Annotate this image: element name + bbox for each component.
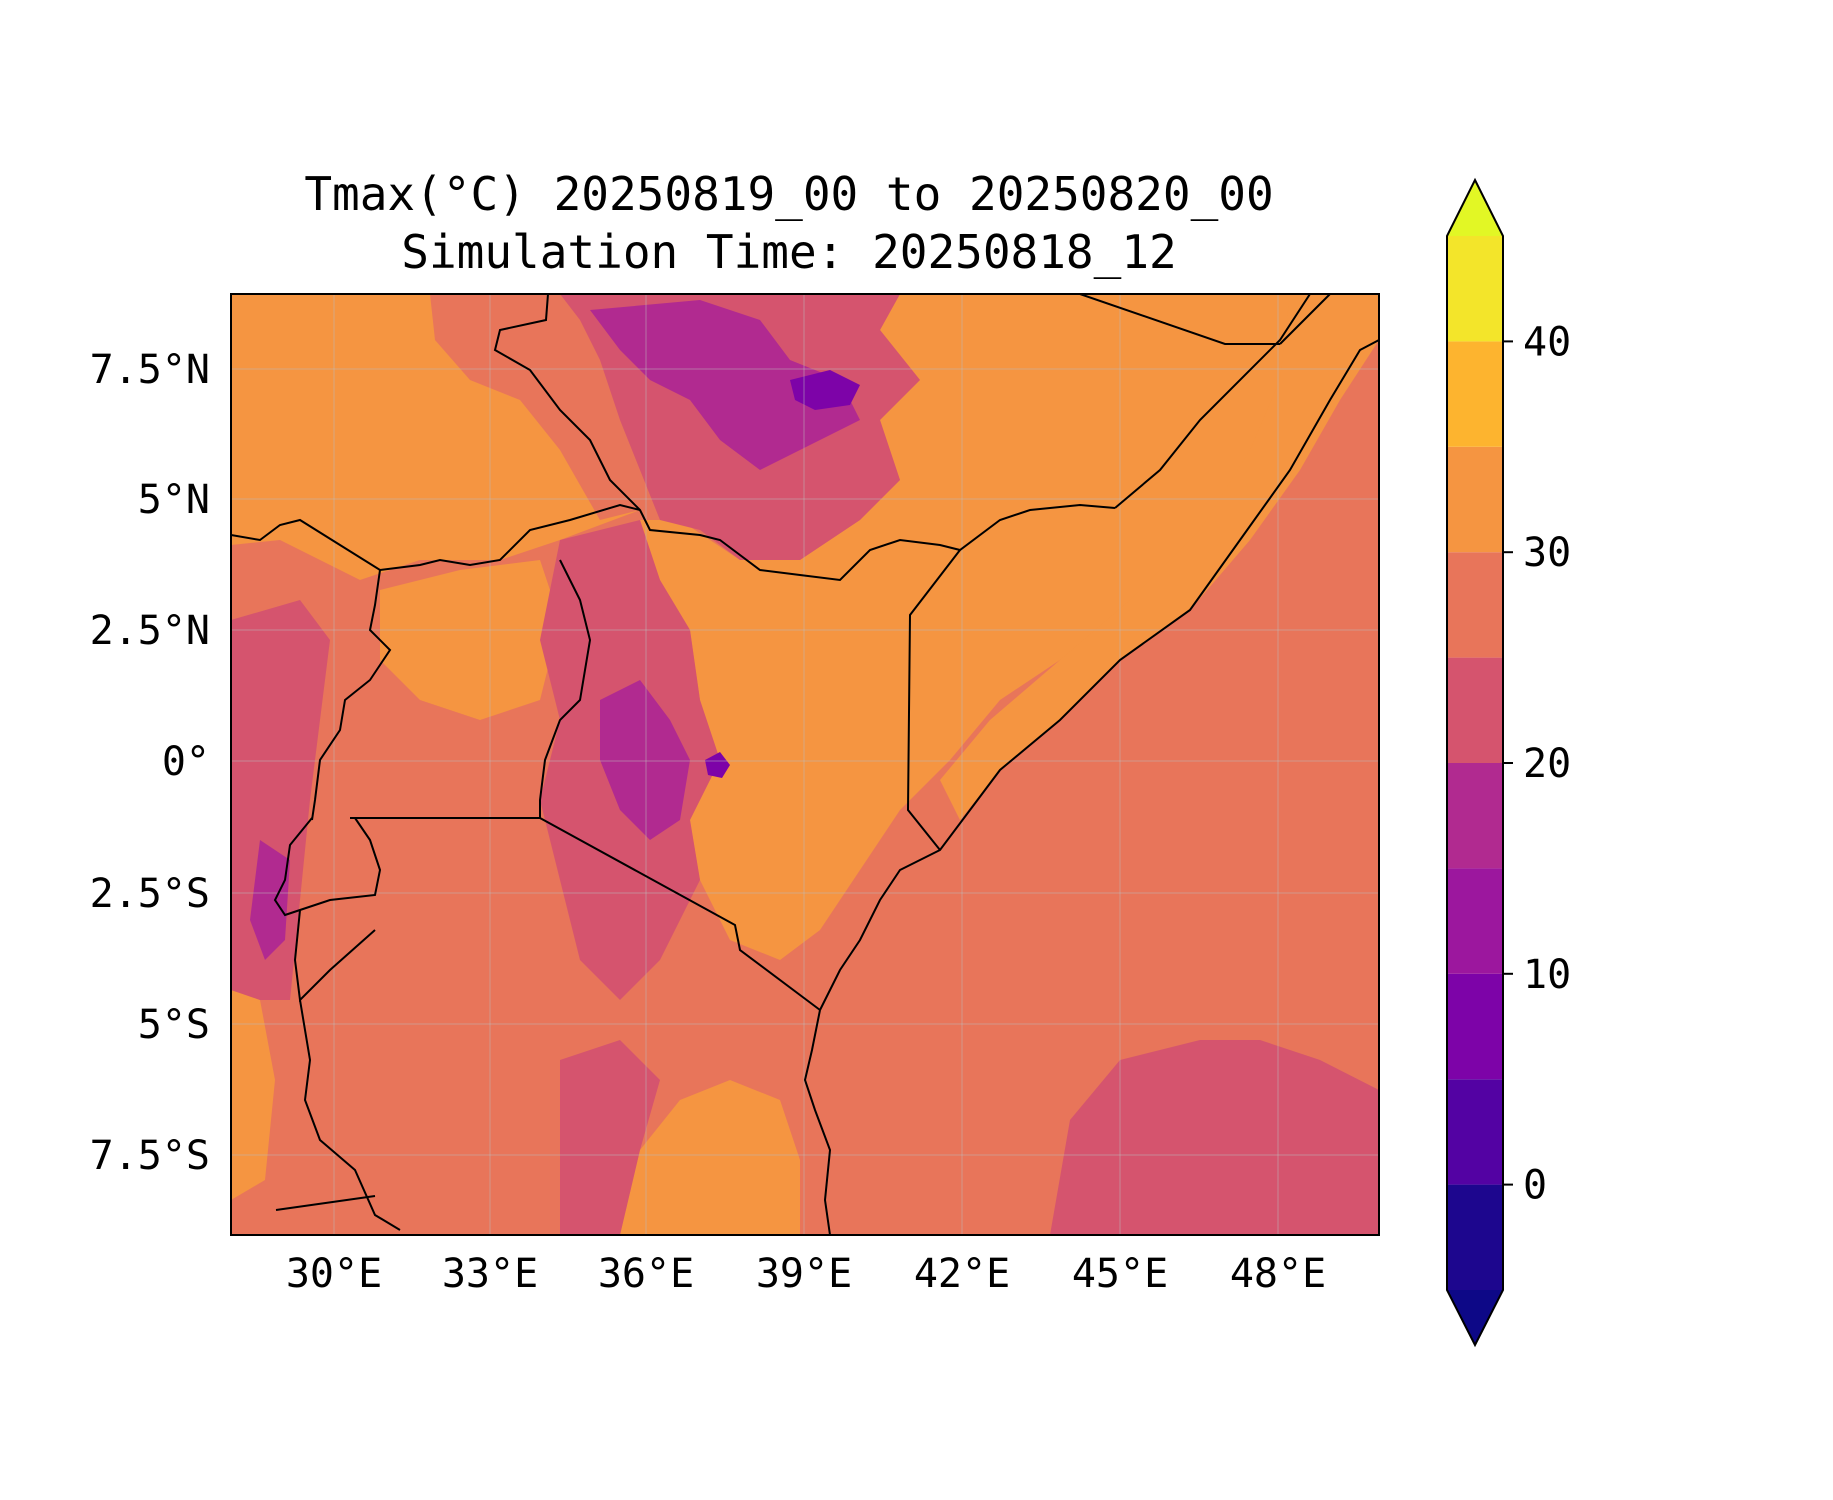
- colorbar-extend-max: [1447, 180, 1503, 236]
- border-somalia-ethiopia: [1114, 294, 1311, 509]
- colorbar-band: [1447, 552, 1503, 658]
- y-tick-label: 0°: [162, 739, 210, 785]
- colorbar-tick-label: 0: [1523, 1163, 1547, 1209]
- y-axis-ticks: 7.5°N 5°N 2.5°N 0° 2.5°S 5°S 7.5°S: [90, 347, 210, 1179]
- mild-region-ocean-se: [1050, 1040, 1379, 1235]
- border-tanzania-south: [275, 1195, 376, 1211]
- hot-region-tanzania: [620, 1080, 800, 1235]
- colorbar-band: [1447, 236, 1503, 342]
- colorbar-tick-label: 30: [1523, 530, 1571, 576]
- y-tick-label: 7.5°S: [90, 1133, 210, 1179]
- x-tick-label: 30°E: [286, 1251, 382, 1297]
- coastline-east-africa: [803, 1009, 832, 1235]
- border-tanzania-west-lake: [299, 999, 401, 1231]
- y-tick-label: 5°N: [138, 477, 210, 523]
- border-uganda-kenya: [539, 559, 592, 818]
- hot-region-sudan: [231, 294, 640, 580]
- colorbar-tick-label: 10: [1523, 952, 1571, 998]
- colorbar-band: [1447, 763, 1503, 869]
- country-borders: [231, 294, 1379, 1235]
- border-djibouti: [1079, 294, 1280, 345]
- colorbar-outline: [1446, 177, 1504, 1348]
- border-uganda-west: [311, 569, 392, 821]
- y-tick-label: 2.5°S: [90, 871, 210, 917]
- colorbar-tick-label: 40: [1523, 319, 1571, 365]
- y-tick-label: 2.5°N: [90, 608, 210, 654]
- colorbar-band: [1447, 446, 1503, 553]
- colorbar-band: [1447, 657, 1503, 763]
- hot-region-somalia-coast: [940, 294, 1379, 820]
- cool-region-kenya: [600, 680, 690, 840]
- gridlines: [231, 294, 1379, 1235]
- cool-region-west-rift: [250, 840, 290, 960]
- colorbar-extend-min: [1447, 1290, 1503, 1345]
- x-axis-ticks: 30°E 33°E 36°E 39°E 42°E 45°E 48°E: [286, 1251, 1326, 1297]
- border-south-sudan-uganda: [231, 503, 641, 572]
- x-tick-label: 36°E: [598, 1251, 694, 1297]
- border-tanzania-north: [350, 817, 821, 1011]
- colorbar-band: [1447, 341, 1503, 447]
- hot-region-uganda: [380, 560, 560, 720]
- border-ethiopia-south: [493, 294, 1116, 582]
- colorbar-band: [1447, 1079, 1503, 1185]
- chart-title-line1: Tmax(°C) 20250819_00 to 20250820_00: [304, 167, 1273, 221]
- border-kenya-somalia: [906, 549, 961, 851]
- chart-title-line2: Simulation Time: 20250818_12: [401, 225, 1176, 279]
- x-tick-label: 48°E: [1230, 1251, 1326, 1297]
- hot-region-somali: [640, 294, 1340, 960]
- border-somaliland: [1279, 294, 1331, 345]
- colorbar-band: [1447, 973, 1503, 1080]
- colorbar: 0 10 20 30 40: [1446, 177, 1571, 1348]
- cool-region-ethiopia: [590, 300, 860, 470]
- y-tick-label: 7.5°N: [90, 347, 210, 393]
- x-tick-label: 33°E: [442, 1251, 538, 1297]
- x-tick-label: 39°E: [756, 1251, 852, 1297]
- x-tick-label: 45°E: [1072, 1251, 1168, 1297]
- x-tick-label: 42°E: [914, 1251, 1010, 1297]
- mild-region-tanzania: [560, 1040, 660, 1235]
- map-frame: [230, 293, 1380, 1236]
- coastline-kenya: [819, 339, 1379, 1011]
- coldest-region-ethiopia: [790, 370, 860, 410]
- map-area: [231, 294, 1379, 1235]
- colorbar-band: [1447, 1184, 1503, 1290]
- y-tick-label: 5°S: [138, 1002, 210, 1048]
- coldest-region-kenya: [705, 752, 730, 778]
- colorbar-tick-label: 20: [1523, 741, 1571, 787]
- hot-region-west-edge: [231, 990, 275, 1200]
- colorbar-band: [1447, 868, 1503, 974]
